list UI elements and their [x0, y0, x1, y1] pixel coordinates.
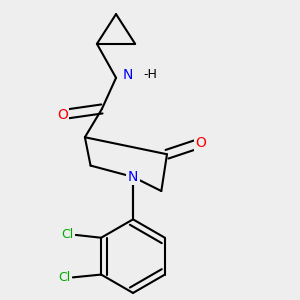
Text: O: O	[196, 136, 206, 150]
Text: Cl: Cl	[58, 271, 70, 284]
Text: N: N	[122, 68, 133, 82]
Text: O: O	[57, 108, 68, 122]
Text: -H: -H	[143, 68, 157, 82]
Text: N: N	[128, 170, 138, 184]
Text: Cl: Cl	[61, 228, 73, 242]
